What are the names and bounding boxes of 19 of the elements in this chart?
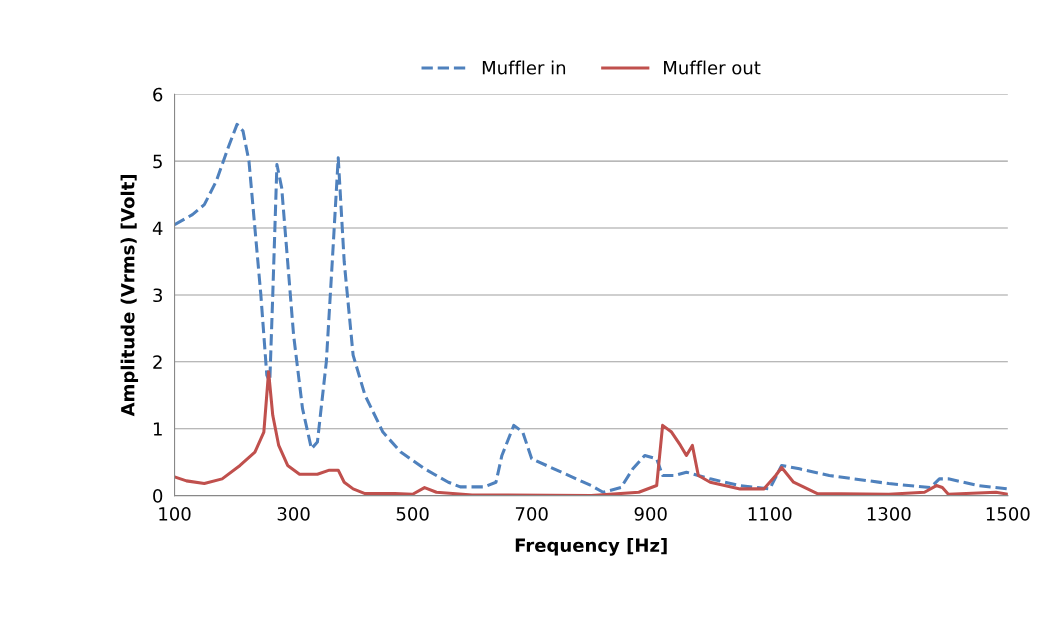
x-tick-label: 500	[396, 507, 429, 521]
x-axis-title: Frequency [Hz]	[515, 538, 667, 556]
x-tick-label: 1100	[748, 507, 792, 521]
y-tick-label: 4	[152, 221, 163, 235]
x-tick-label: 900	[634, 507, 667, 521]
y-tick-label: 1	[153, 422, 162, 436]
y-tick-label: 5	[153, 154, 162, 169]
y-tick-label: 6	[153, 87, 163, 102]
x-tick-label: 300	[277, 507, 310, 521]
y-tick-label: 3	[153, 288, 162, 303]
x-tick-label: 700	[515, 507, 548, 521]
legend-label: Muffler out	[664, 60, 761, 75]
x-tick-label: 1500	[986, 507, 1030, 521]
legend-label: Muffler in	[482, 60, 566, 75]
x-tick-label: 1300	[867, 507, 911, 521]
y-tick-label: 0	[153, 489, 163, 503]
y-axis-title: Amplitude (Vrms) [Volt]	[120, 175, 139, 417]
y-tick-label: 2	[153, 355, 162, 369]
x-tick-label: 100	[159, 507, 191, 521]
